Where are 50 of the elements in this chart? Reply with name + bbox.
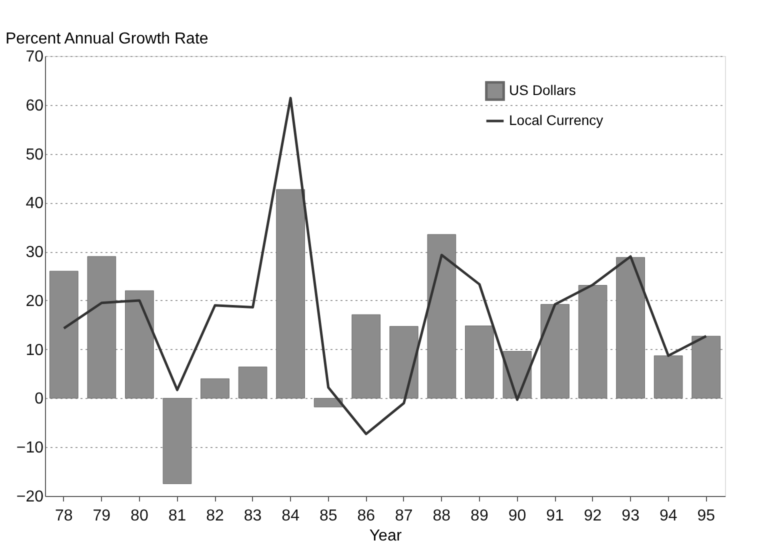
x-tick-label: 89 [470, 508, 488, 524]
bar [238, 366, 268, 398]
x-tick-label: 78 [54, 508, 73, 524]
x-tick-label: 86 [357, 508, 376, 524]
y-tick-label: −10 [16, 440, 44, 457]
y-tick-label: 30 [26, 244, 44, 262]
bar [276, 189, 305, 398]
y-tick-label: 50 [26, 146, 44, 164]
bar [540, 304, 570, 398]
x-tick-label: 79 [92, 508, 111, 524]
y-tick-label: 60 [26, 97, 44, 114]
x-tick-label: 87 [394, 508, 413, 524]
bar [427, 234, 456, 398]
bar [616, 257, 645, 398]
legend-label: US Dollars [509, 82, 576, 98]
x-tick-label: 80 [130, 508, 148, 524]
bar [200, 378, 230, 398]
x-tick-label: 92 [584, 508, 602, 524]
y-tick-label: 70 [26, 48, 44, 66]
bar [352, 314, 381, 398]
x-tick-label: 84 [282, 508, 300, 524]
y-tick-label: 20 [26, 292, 44, 310]
y-tick-label: −20 [16, 488, 44, 506]
bar [465, 326, 494, 398]
x-tick-label: 83 [244, 508, 262, 524]
bar [692, 336, 721, 398]
bar [87, 256, 116, 398]
bar [314, 398, 343, 408]
x-tick-label: 90 [508, 508, 526, 524]
x-tick-label: 91 [546, 508, 564, 524]
x-tick-label: 81 [168, 508, 186, 524]
y-tick-label: 40 [26, 195, 44, 212]
legend-label: Local Currency [509, 112, 604, 128]
bar [654, 355, 683, 398]
bar [49, 270, 78, 398]
x-tick-label: 93 [622, 508, 640, 524]
bar [162, 398, 192, 484]
bar [578, 285, 608, 398]
x-tick-label: 88 [432, 508, 451, 524]
y-axis-title: Percent Annual Growth Rate [6, 30, 208, 48]
x-tick-label: 94 [659, 508, 678, 524]
bar [125, 290, 154, 398]
x-tick-label: 85 [319, 508, 338, 524]
bar [389, 326, 418, 398]
y-tick-label: 10 [26, 342, 44, 359]
line-series [62, 96, 708, 436]
x-axis-title: Year [369, 528, 402, 544]
y-tick-label: 0 [34, 390, 44, 408]
x-tick-label: 82 [206, 508, 224, 524]
x-tick-label: 95 [697, 508, 716, 524]
